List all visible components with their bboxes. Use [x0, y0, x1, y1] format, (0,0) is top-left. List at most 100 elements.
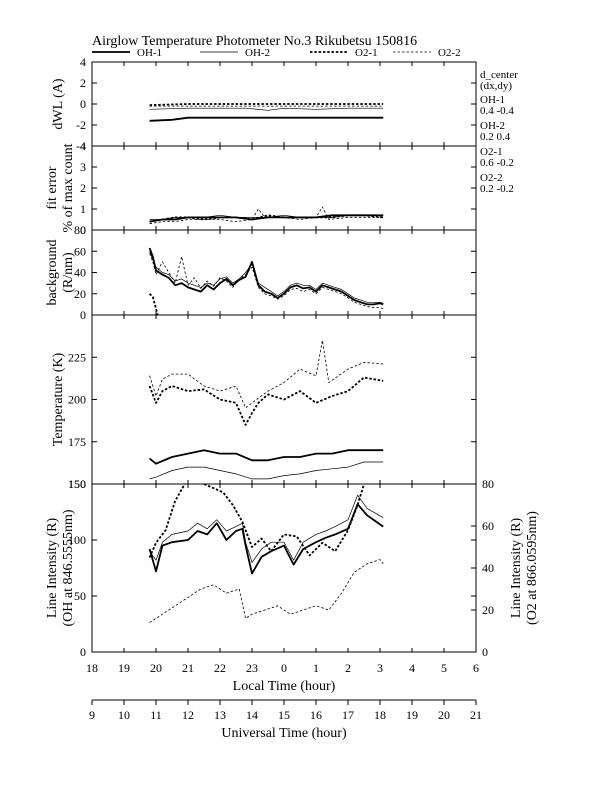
dcenter-value-o2-1: 0.6 -0.2	[480, 157, 514, 169]
y-right-tick-label: 40	[482, 561, 494, 575]
series-group	[148, 484, 384, 623]
y-tick-label: 2	[80, 181, 86, 195]
y-axis-label: dWL (A)	[51, 78, 66, 130]
series-line-o2-1	[149, 214, 384, 223]
legend-label-o2-1: O2-1	[355, 47, 378, 59]
y-tick-label: 60	[74, 244, 86, 258]
legend-label-oh-2: OH-2	[245, 47, 270, 59]
y-axis-label: Line Intensity (R)	[45, 518, 60, 619]
y-axis-label-2: (OH at 846.5555nm)	[61, 509, 76, 626]
series-group	[148, 247, 384, 315]
ut-axis-label: Universal Time (hour)	[221, 726, 347, 741]
dcenter-name-o2-2: O2-2	[480, 172, 503, 184]
lt-tick-label: 22	[214, 661, 226, 675]
lt-tick-label: 6	[473, 661, 479, 675]
series-line-oh-2	[149, 107, 384, 111]
y-tick-label: 80	[74, 223, 86, 237]
dcenter-header: d_center	[480, 69, 518, 81]
series-line-o2-2	[149, 339, 384, 409]
lt-tick-label: 0	[281, 661, 287, 675]
panel-2: 4 3 2 1 0 fit error% of max count	[45, 139, 477, 237]
series-line-o2-1	[148, 484, 365, 558]
lt-tick-label: 4	[409, 661, 415, 675]
legend: OH-1 OH-2 O2-1 O2-2	[92, 47, 461, 59]
panel-frame	[91, 483, 477, 653]
dcenter-name-oh-2: OH-2	[480, 120, 505, 132]
dcenter-annotation: d_center(dx,dy) OH-10.4 -0.4 OH-20.2 0.4 O2…	[480, 69, 518, 195]
lt-tick-label: 23	[246, 661, 258, 675]
lt-tick-label: 20	[150, 661, 162, 675]
series-line-o2-1	[148, 376, 384, 426]
series-line-oh-2	[149, 494, 384, 563]
y-tick-label: 0	[80, 223, 86, 237]
y-axis-label: Temperature (K)	[51, 352, 66, 446]
dcenter-name-o2-1: O2-1	[480, 146, 503, 158]
y-tick-label: 50	[74, 589, 86, 603]
y-right-tick-label: 80	[482, 477, 494, 491]
y-axis-label: background	[45, 239, 60, 305]
y-right-axis-label-2: (O2 at 866.0595nm)	[525, 511, 540, 625]
dcenter-name-oh-1: OH-1	[480, 94, 505, 106]
chart-title: Airglow Temperature Photometer No.3 Riku…	[92, 34, 417, 49]
ut-tick-label: 20	[438, 708, 450, 722]
y-tick-label: 4	[80, 139, 86, 153]
y-tick-label: 20	[74, 287, 86, 301]
series-line-oh-1	[149, 116, 384, 122]
panel-3: 80 60 40 20 0 background (R/nm)	[45, 223, 477, 322]
ut-tick-label: 9	[89, 708, 95, 722]
series-group	[149, 206, 384, 225]
y-right-axis-label: Line Intensity (R)	[509, 518, 524, 619]
y-axis-label: fit error	[45, 166, 60, 209]
y-tick-label: 150	[68, 477, 86, 491]
ut-tick-label: 14	[246, 708, 258, 722]
series-line-o2-2	[149, 559, 384, 623]
dcenter-value-o2-2: 0.2 -0.2	[480, 183, 514, 195]
dcenter-value-oh-2: 0.2 0.4	[480, 131, 511, 143]
ut-tick-label: 18	[374, 708, 386, 722]
legend-label-o2-2: O2-2	[438, 47, 461, 59]
y-tick-label: 225	[68, 350, 86, 364]
y-tick-label: -4	[76, 139, 86, 153]
ut-tick-label: 21	[470, 708, 482, 722]
y-tick-label: 40	[74, 266, 86, 280]
series-line-oh-1	[148, 247, 384, 306]
y-tick-label: 175	[68, 435, 86, 449]
y-tick-label: 2	[80, 76, 86, 90]
ut-tick-label: 16	[310, 708, 322, 722]
y-tick-label: 150	[68, 477, 86, 491]
ut-tick-label: 10	[118, 708, 130, 722]
y-tick-label: 1	[80, 202, 86, 216]
y-right-tick-label: 0	[482, 645, 488, 659]
lt-axis-label: Local Time (hour)	[233, 679, 336, 694]
lt-tick-label: 21	[182, 661, 194, 675]
ut-tick-label: 11	[150, 708, 162, 722]
lt-tick-label: 18	[86, 661, 98, 675]
y-tick-label: 0	[80, 97, 86, 111]
panel-frame	[91, 229, 477, 316]
y-axis-label-2: (R/nm)	[61, 252, 76, 293]
series-group	[149, 103, 384, 122]
series-line-o2-1	[148, 293, 159, 315]
dcenter-value-oh-1: 0.4 -0.4	[480, 105, 514, 117]
series-line-oh-2	[149, 251, 384, 304]
y-tick-label: 4	[80, 55, 86, 69]
lt-tick-label: 2	[345, 661, 351, 675]
series-line-oh-1	[148, 503, 384, 575]
panel-1: 4 2 0 -2 -4 dWL (A)	[51, 55, 477, 153]
dcenter-sub: (dx,dy)	[480, 80, 512, 92]
y-tick-label: -2	[76, 118, 86, 132]
ut-tick-label: 19	[406, 708, 418, 722]
ut-tick-label: 13	[214, 708, 226, 722]
ut-tick-label: 12	[182, 708, 194, 722]
series-line-o2-2	[149, 206, 384, 225]
series-line-o2-1	[149, 103, 384, 106]
series-line-oh-2	[149, 461, 384, 480]
lt-tick-label: 5	[441, 661, 447, 675]
y-tick-label: 200	[68, 393, 86, 407]
legend-label-oh-1: OH-1	[137, 47, 162, 59]
ut-tick-label: 15	[278, 708, 290, 722]
y-tick-label: 0	[80, 645, 86, 659]
